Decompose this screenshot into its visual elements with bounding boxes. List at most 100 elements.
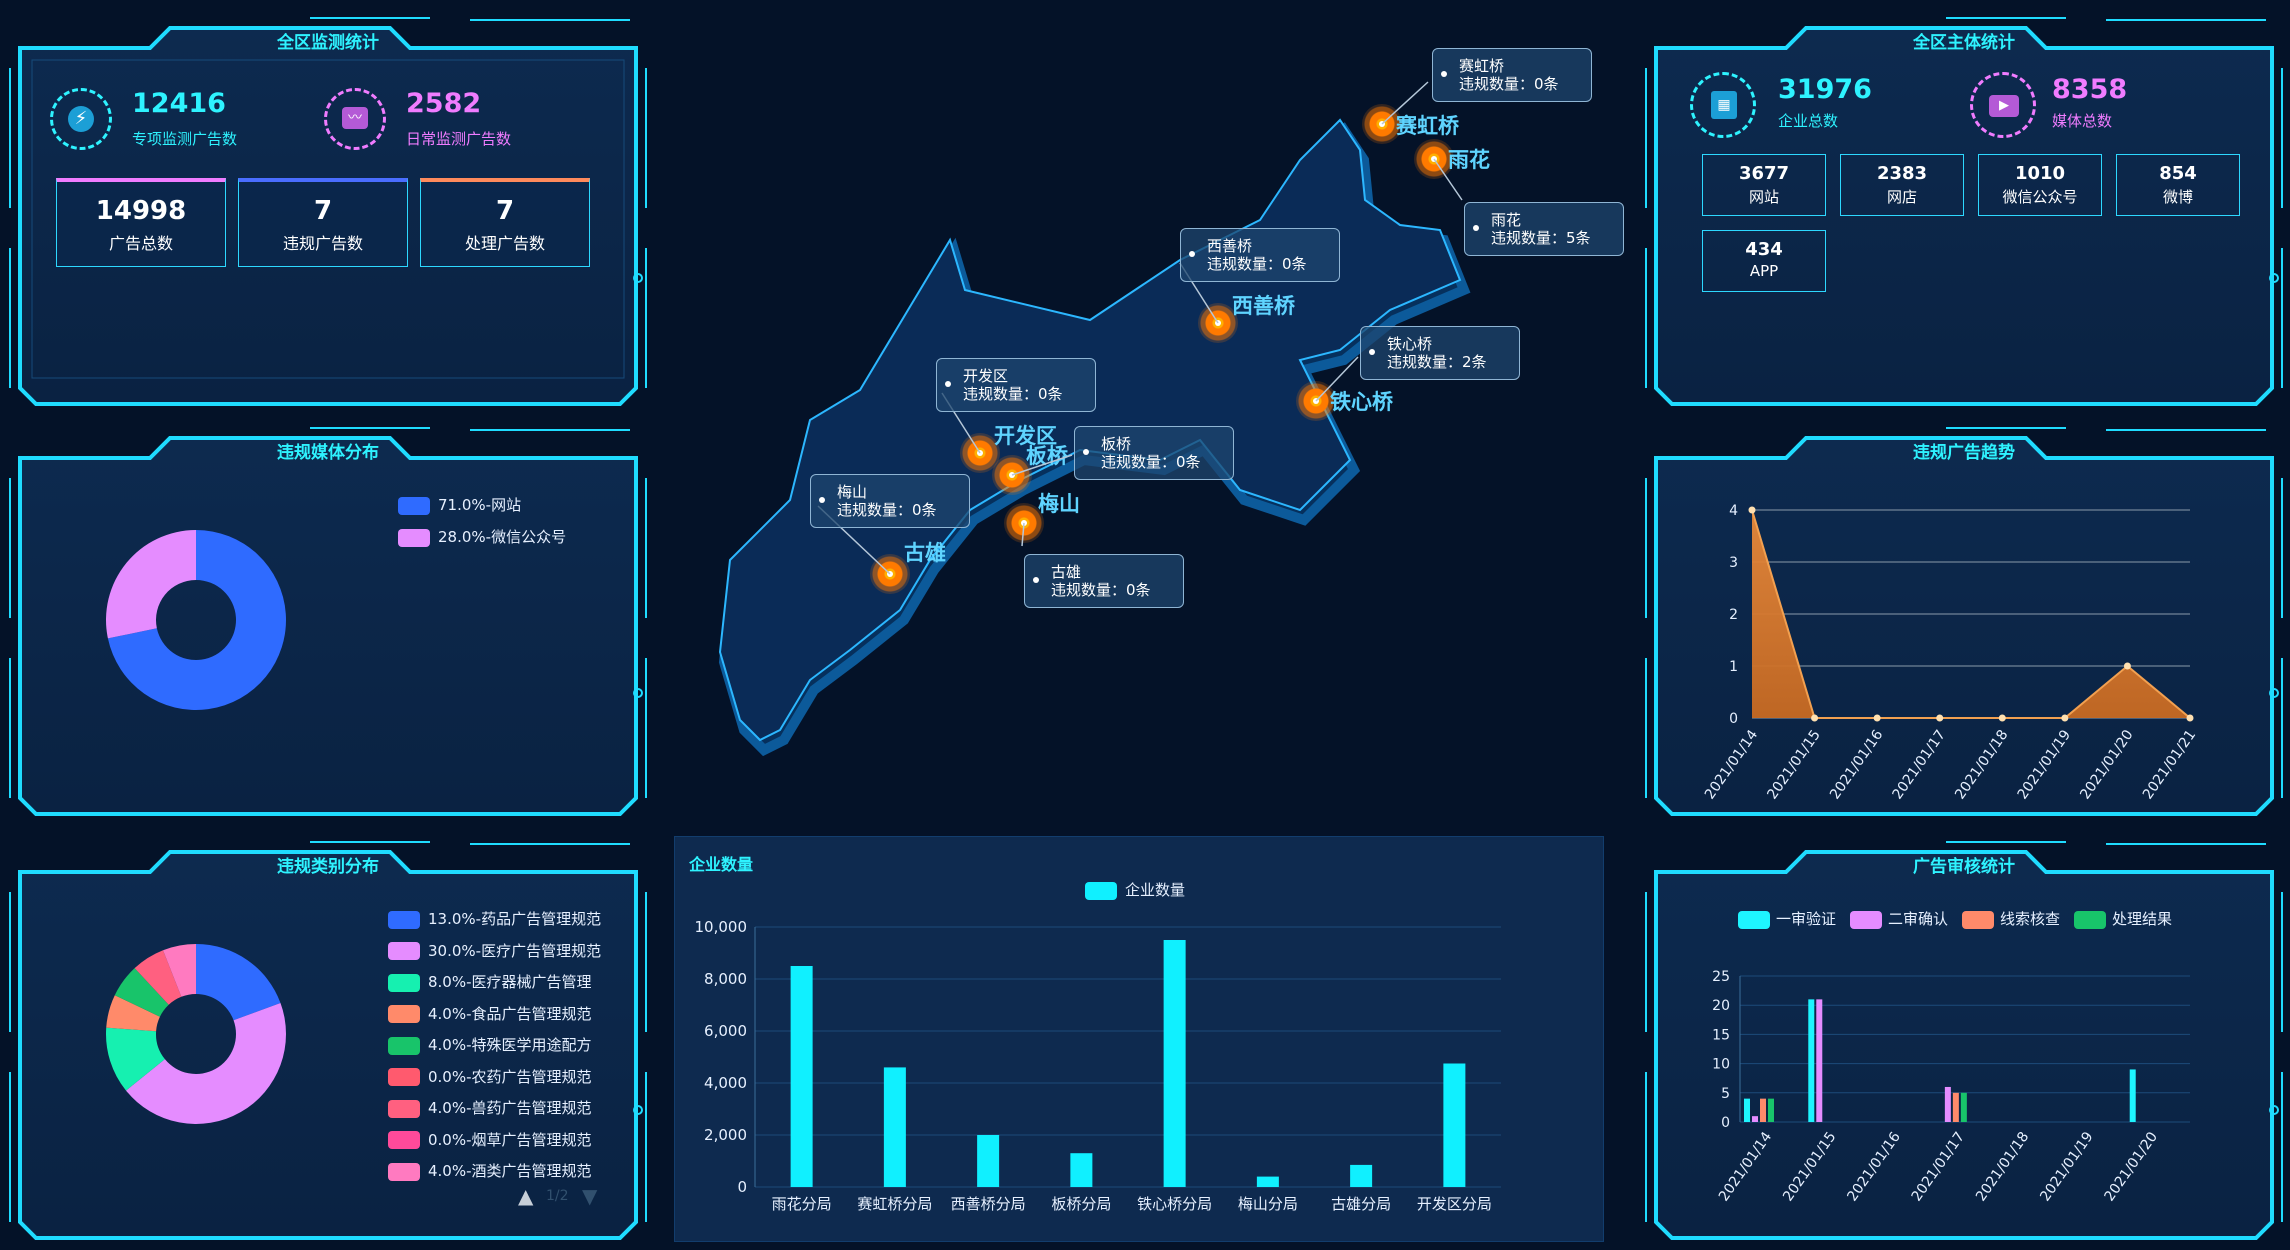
donut-slice-1[interactable] bbox=[106, 530, 196, 639]
x-tick-label: 雨花分局 bbox=[772, 1195, 832, 1213]
donut-slice-0[interactable] bbox=[107, 530, 286, 710]
review-bar[interactable] bbox=[1808, 999, 1815, 1122]
enterprise-bar[interactable] bbox=[790, 966, 813, 1187]
enterprise-bar[interactable] bbox=[1163, 940, 1186, 1187]
donut-slice-1[interactable] bbox=[126, 1002, 286, 1124]
callout-text: 违规数量：2条 bbox=[1387, 353, 1487, 371]
trend-point[interactable] bbox=[2123, 662, 2131, 670]
y-tick-label: 0 bbox=[1721, 1115, 1730, 1131]
trend-point[interactable] bbox=[2061, 714, 2069, 722]
enterprise-bar[interactable] bbox=[977, 1135, 1000, 1187]
review-bar[interactable] bbox=[1952, 1092, 1959, 1122]
y-tick-label: 25 bbox=[1712, 969, 1730, 985]
review-bar[interactable] bbox=[1768, 1098, 1774, 1122]
app-label: APP bbox=[1749, 262, 1779, 280]
trend-point[interactable] bbox=[1998, 714, 2006, 722]
enterprise-bar[interactable] bbox=[883, 1067, 906, 1187]
legend-swatch bbox=[1962, 910, 1995, 929]
callout-saihongqiao: 赛虹桥 违规数量：0条 bbox=[1432, 48, 1592, 102]
enterprise-bar[interactable] bbox=[1256, 1176, 1279, 1187]
map-label-meishan: 古雄 bbox=[904, 541, 946, 565]
legend-item[interactable]: 0.0%-烟草广告管理规范 bbox=[388, 1129, 612, 1150]
enterprise-bar[interactable] bbox=[1443, 1063, 1466, 1188]
trend-point[interactable] bbox=[1873, 714, 1881, 722]
legend-item[interactable]: 8.0%-医疗器械广告管理 bbox=[388, 971, 612, 992]
x-tick-label: 2021/01/16 bbox=[1827, 727, 1886, 802]
legend-item[interactable]: 30.0%-医疗广告管理规范 bbox=[388, 940, 612, 961]
monitor-panel: 全区监测统计 ⚡ 12416 专项监测广告数 〰 2582 日常监测广告数 14… bbox=[9, 8, 647, 408]
review-bar[interactable] bbox=[1752, 1116, 1758, 1122]
total-ads-value: 14998 bbox=[95, 196, 187, 226]
legend-item[interactable]: 4.0%-特殊医学用途配方 bbox=[388, 1034, 612, 1055]
total-ads-label: 广告总数 bbox=[108, 234, 173, 253]
trend-point[interactable] bbox=[2186, 714, 2194, 722]
enterprise-bar[interactable] bbox=[1350, 1164, 1373, 1187]
legend-label: 0.0%-农药广告管理规范 bbox=[428, 1067, 592, 1086]
x-tick-label: 2021/01/16 bbox=[1844, 1129, 1903, 1204]
legend-item[interactable]: 0.0%-农药广告管理规范 bbox=[388, 1066, 612, 1087]
legend-item[interactable]: 71.0%-网站 bbox=[398, 494, 638, 515]
callout-text: 违规数量：0条 bbox=[837, 501, 937, 519]
donut-slice-3[interactable] bbox=[106, 995, 160, 1032]
legend-item[interactable]: 二审确认 bbox=[1850, 910, 1948, 929]
legend-item[interactable]: 处理结果 bbox=[2074, 910, 2172, 929]
callout-title: 梅山 bbox=[837, 483, 868, 501]
legend-item[interactable]: 4.0%-食品广告管理规范 bbox=[388, 1003, 612, 1024]
review-bar[interactable] bbox=[1960, 1092, 1967, 1122]
legend-item[interactable]: 13.0%-药品广告管理规范 bbox=[388, 908, 612, 929]
donut-slice-4[interactable] bbox=[114, 968, 169, 1017]
violation-ads-value: 7 bbox=[313, 196, 333, 226]
handled-ads-label: 处理广告数 bbox=[464, 234, 545, 253]
review-bar[interactable] bbox=[1944, 1086, 1951, 1122]
enterprise-bar[interactable] bbox=[1070, 1153, 1093, 1187]
panel-frame bbox=[1645, 427, 2283, 816]
x-tick-label: 2021/01/17 bbox=[1909, 1129, 1968, 1204]
panel-title: 企业数量 bbox=[689, 855, 754, 874]
legend-swatch bbox=[388, 1005, 420, 1023]
review-bar[interactable] bbox=[1744, 1098, 1750, 1122]
x-tick-label: 2021/01/21 bbox=[2140, 727, 2199, 802]
legend-page-indicator: 1/2 bbox=[546, 1188, 569, 1204]
legend-item[interactable]: 线索核查 bbox=[1962, 910, 2060, 929]
review-bar[interactable] bbox=[2129, 1069, 2136, 1122]
trend-point[interactable] bbox=[1748, 506, 1756, 514]
legend-item[interactable]: 4.0%-兽药广告管理规范 bbox=[388, 1097, 612, 1118]
legend-label: 71.0%-网站 bbox=[438, 496, 522, 514]
x-tick-label: 2021/01/14 bbox=[1716, 1129, 1775, 1204]
trend-point[interactable] bbox=[1811, 714, 1819, 722]
x-tick-label: 2021/01/18 bbox=[1952, 727, 2011, 802]
eshop-label: 网店 bbox=[1886, 188, 1917, 206]
weibo-count-box: 854 微博 bbox=[2116, 154, 2240, 216]
website-count: 3677 bbox=[1738, 163, 1790, 184]
y-tick-label: 4,000 bbox=[704, 1074, 747, 1092]
legend-item[interactable]: 4.0%-酒类广告管理规范 bbox=[388, 1160, 612, 1181]
legend-label: 一审验证 bbox=[1776, 910, 1837, 928]
donut-slice-2[interactable] bbox=[106, 1027, 165, 1091]
legend-page-down-button[interactable]: ▼ bbox=[582, 1184, 598, 1208]
callout-banqiao: 板桥 违规数量：0条 bbox=[1074, 426, 1234, 480]
legend-page-up-button[interactable]: ▲ bbox=[518, 1184, 534, 1208]
legend-item[interactable]: 28.0%-微信公众号 bbox=[398, 526, 638, 547]
legend-swatch bbox=[398, 528, 430, 547]
callout-title: 古雄 bbox=[1051, 563, 1082, 581]
review-bar[interactable] bbox=[1760, 1098, 1766, 1122]
x-tick-label: 梅山分局 bbox=[1238, 1195, 1298, 1213]
y-tick-label: 5 bbox=[1721, 1086, 1730, 1102]
review-bar[interactable] bbox=[1816, 999, 1823, 1122]
donut-slice-0[interactable] bbox=[196, 944, 281, 1021]
enterprise-total-label: 企业总数 bbox=[1778, 112, 1839, 130]
trend-area bbox=[1752, 510, 2190, 718]
panel-frame bbox=[1645, 841, 2283, 1240]
donut-slice-8[interactable] bbox=[163, 944, 196, 997]
callout-yuhua: 雨花 违规数量：5条 bbox=[1464, 202, 1624, 256]
total-ads-box: 14998 广告总数 bbox=[56, 178, 226, 267]
handled-ads-value: 7 bbox=[495, 196, 515, 226]
legend-item[interactable]: 一审验证 bbox=[1738, 910, 1837, 929]
legend-swatch bbox=[388, 1036, 420, 1055]
panel-title: 全区监测统计 bbox=[277, 33, 379, 53]
media-total-count: 8358 bbox=[2052, 74, 2128, 105]
y-tick-label: 20 bbox=[1712, 998, 1730, 1014]
donut-slice-6[interactable] bbox=[134, 950, 182, 1005]
trend-point[interactable] bbox=[1936, 714, 1944, 722]
legend-swatch bbox=[388, 942, 420, 960]
